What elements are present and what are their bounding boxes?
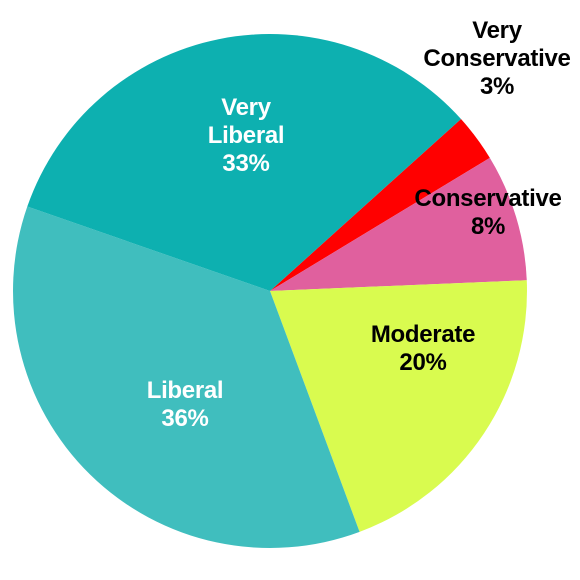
pie-category-label: Moderate [371, 321, 475, 348]
pie-category-label: Conservative [423, 45, 570, 72]
pie-slice-liberal [13, 206, 360, 548]
pie-value-label: 36% [161, 405, 208, 432]
pie-label-moderate: Moderate 20% [371, 321, 475, 376]
pie-slice-very-conservative [270, 119, 490, 291]
pie-category-label: Liberal [208, 122, 285, 149]
pie-label-conservative: Conservative 8% [414, 185, 561, 240]
pie-value-label: 3% [480, 73, 514, 100]
pie-label-very-conservative: Very Conservative 3% [423, 17, 570, 100]
pie-label-liberal: Liberal 36% [147, 377, 224, 432]
pie-slice-moderate [270, 280, 527, 532]
pie-value-label: 20% [399, 349, 446, 376]
pie-category-label: Conservative [414, 185, 561, 212]
pie-category-label: Liberal [147, 377, 224, 404]
pie-label-very-liberal: Very Liberal 33% [208, 94, 285, 177]
pie-category-label: Very [221, 94, 271, 121]
pie-slices [13, 33, 527, 548]
pie-value-label: 8% [471, 213, 505, 240]
pie-value-label: 33% [222, 150, 269, 177]
pie-slice-very-liberal [27, 33, 461, 291]
pie-category-label: Very [472, 17, 522, 44]
pie-labels: Very Conservative 3%Conservative 8%Moderate… [147, 17, 571, 432]
pie-slice-conservative [270, 157, 527, 291]
